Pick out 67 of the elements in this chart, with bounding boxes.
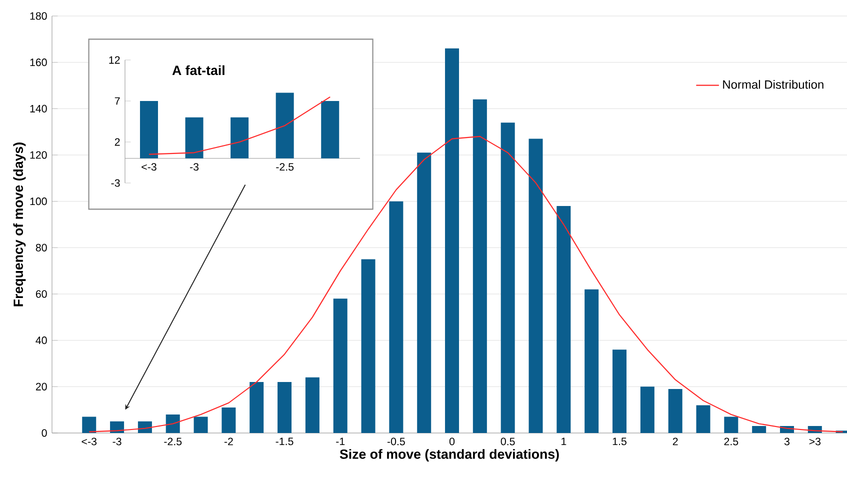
bar — [305, 377, 320, 433]
y-tick-label: 120 — [30, 151, 47, 159]
y-tick-label: 80 — [36, 244, 47, 252]
x-tick-label: -1.5 — [276, 438, 294, 446]
y-tick-label: -3 — [111, 179, 120, 187]
x-tick-label: 0.5 — [500, 438, 515, 446]
bar — [333, 298, 348, 433]
x-tick-label: -1 — [336, 438, 345, 446]
y-tick-label: 0 — [42, 429, 47, 437]
y-tick-label: 12 — [109, 56, 120, 64]
x-tick-label: -2.5 — [276, 163, 294, 171]
y-axis-title: Frequency of move (days) — [13, 142, 26, 306]
bar — [276, 92, 294, 158]
bar — [222, 408, 236, 433]
x-tick-label: 3 — [784, 438, 790, 446]
line-series — [88, 136, 844, 432]
bar — [321, 100, 340, 158]
bar — [668, 388, 682, 433]
bar — [500, 122, 515, 433]
bar — [389, 201, 404, 433]
y-tick-label: 60 — [36, 290, 47, 298]
x-tick-label: -0.5 — [387, 438, 405, 446]
bar — [472, 99, 487, 433]
x-tick-label: <-3 — [82, 438, 97, 446]
x-tick-label: 2.5 — [724, 438, 738, 446]
bar — [584, 289, 599, 433]
bar — [278, 382, 292, 433]
bar — [696, 405, 710, 433]
bar — [556, 206, 571, 433]
bar — [185, 117, 204, 158]
legend-label: Normal Distribution — [723, 80, 824, 89]
bar — [528, 138, 543, 433]
x-tick-label: 0 — [449, 438, 455, 446]
x-tick-label: -2 — [224, 438, 233, 446]
bar — [250, 382, 264, 433]
x-tick-label: >3 — [809, 438, 821, 446]
y-tick-label: 20 — [36, 382, 47, 390]
bar — [82, 416, 96, 433]
bar — [361, 259, 376, 433]
x-tick-label: -2.5 — [164, 438, 182, 446]
y-tick-label: 100 — [30, 198, 47, 206]
x-tick-label: <-3 — [142, 163, 156, 171]
bar — [230, 117, 249, 158]
bar — [417, 152, 432, 433]
x-axis-title: Size of move (standard deviations) — [340, 449, 559, 462]
x-tick-label: 1.5 — [612, 438, 626, 446]
y-tick-label: 40 — [36, 336, 47, 344]
line-series — [148, 96, 331, 155]
bar — [640, 386, 654, 433]
bar — [194, 416, 208, 433]
x-tick-label: -3 — [190, 163, 199, 171]
bar — [138, 421, 152, 433]
y-tick-label: 140 — [30, 104, 47, 112]
y-tick-label: 160 — [30, 58, 47, 66]
bar — [445, 48, 460, 433]
chart-title: A fat-tail — [172, 65, 224, 76]
bar — [724, 416, 738, 433]
bar — [166, 414, 180, 433]
y-tick-label: 2 — [114, 138, 120, 146]
bar — [752, 426, 766, 433]
bar — [140, 100, 158, 158]
y-tick-label: 7 — [114, 97, 120, 105]
bar — [110, 421, 124, 433]
y-tick-label: 180 — [30, 12, 47, 20]
x-tick-label: 2 — [672, 438, 678, 446]
bar — [612, 350, 626, 433]
x-tick-label: 1 — [562, 438, 566, 446]
